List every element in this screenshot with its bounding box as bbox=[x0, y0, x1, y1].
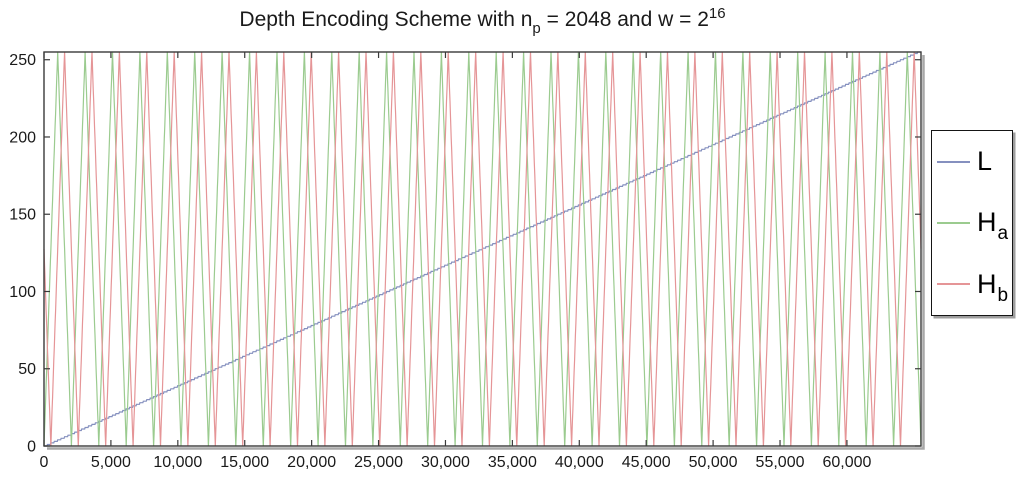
plot-border bbox=[43, 51, 922, 447]
legend-entry-L: L bbox=[932, 131, 1012, 192]
x-tick-label: 10,000 bbox=[153, 454, 202, 471]
legend-label-Hb-main: H bbox=[977, 268, 997, 299]
legend-box: L Ha Hb bbox=[931, 130, 1013, 316]
y-tick-label: 100 bbox=[9, 284, 36, 301]
legend-label-L-main: L bbox=[977, 146, 993, 177]
legend-line-L bbox=[937, 160, 970, 163]
x-tick-label: 20,000 bbox=[287, 454, 336, 471]
plot-box-shadow bbox=[47, 55, 925, 450]
legend-label-Hb: Hb bbox=[977, 268, 1008, 305]
x-tick-label: 25,000 bbox=[354, 454, 403, 471]
y-tick-label: 150 bbox=[9, 207, 36, 224]
x-tick-label: 50,000 bbox=[689, 454, 738, 471]
title-subscript: p bbox=[532, 20, 541, 37]
x-tick-label: 45,000 bbox=[622, 454, 671, 471]
legend-entry-Ha: Ha bbox=[932, 192, 1012, 253]
chart-title: Depth Encoding Scheme with np = 2048 and… bbox=[44, 5, 921, 37]
title-text: Depth Encoding Scheme with n bbox=[239, 8, 533, 31]
x-tick-label: 40,000 bbox=[555, 454, 604, 471]
x-tick-label: 55,000 bbox=[756, 454, 805, 471]
title-superscript: 16 bbox=[708, 5, 726, 22]
legend-entry-Hb: Hb bbox=[932, 254, 1012, 315]
title-text-2: = 2048 and w = 2 bbox=[540, 8, 709, 31]
legend-line-Hb bbox=[937, 283, 970, 286]
legend-label-Ha: Ha bbox=[977, 207, 1008, 244]
y-tick-label: 50 bbox=[18, 361, 36, 378]
legend-line-Ha bbox=[937, 221, 970, 224]
x-tick-label: 30,000 bbox=[421, 454, 470, 471]
x-tick-label: 5,000 bbox=[91, 454, 131, 471]
x-tick-label: 60,000 bbox=[822, 454, 871, 471]
legend-label-Hb-sub: b bbox=[997, 284, 1009, 306]
legend-label-Ha-main: H bbox=[977, 207, 997, 238]
y-tick-label: 0 bbox=[27, 439, 36, 456]
x-tick-label: 15,000 bbox=[220, 454, 269, 471]
x-tick-label: 0 bbox=[40, 454, 49, 471]
legend-label-Ha-sub: a bbox=[997, 223, 1009, 245]
y-tick-label: 250 bbox=[9, 52, 36, 69]
legend-label-L: L bbox=[977, 148, 992, 175]
series-Hb-line bbox=[43, 51, 922, 447]
y-tick-label: 200 bbox=[9, 129, 36, 146]
x-tick-label: 35,000 bbox=[488, 454, 537, 471]
